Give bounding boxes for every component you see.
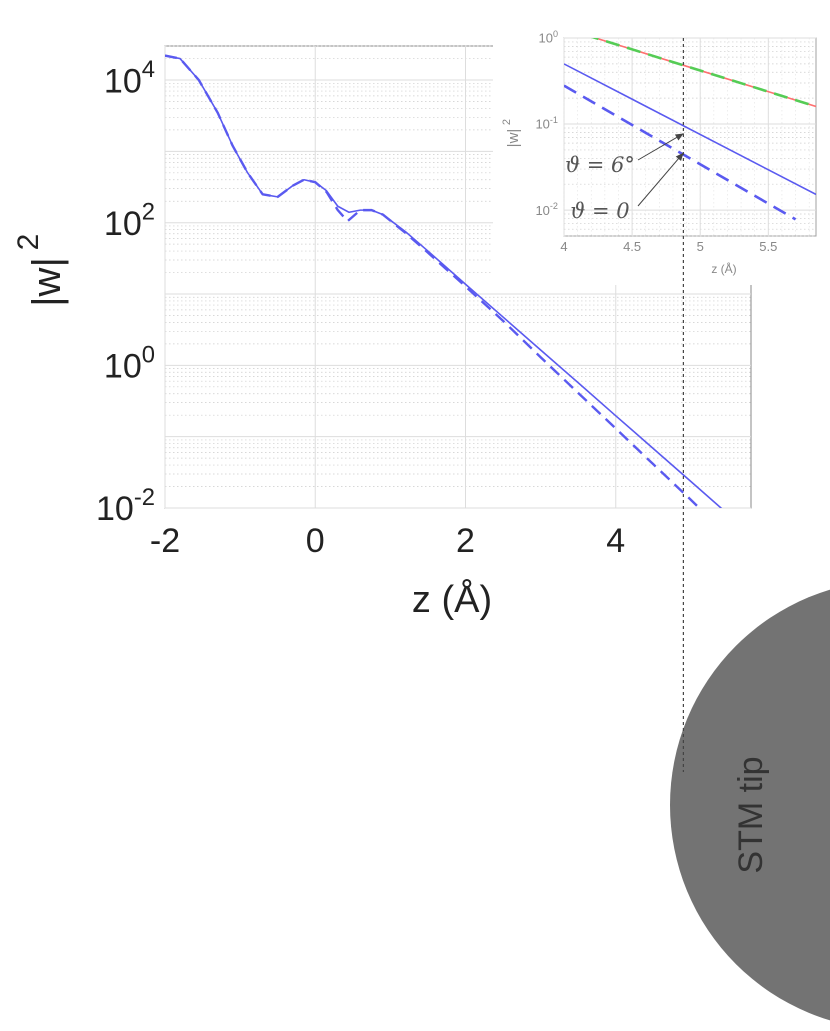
inset-y-axis-label: |w| 2	[501, 119, 522, 147]
x-tick-label: 0	[306, 522, 325, 560]
y-tick-exponent: -2	[134, 484, 155, 511]
y-tick-base: 10	[104, 62, 142, 100]
x-tick-label: 2	[456, 522, 475, 560]
inset-x-axis-label: z (Å)	[711, 261, 736, 276]
series-line-dashed-3	[564, 84, 797, 221]
main-x-ticks: -2 0 2 4	[150, 522, 625, 560]
x-tick-label: 4	[560, 239, 567, 254]
main-y-axis-label: |w| 2	[12, 234, 69, 307]
annotation-label: ϑ = 6°	[565, 153, 635, 177]
y-tick-label: 10-1	[535, 115, 558, 132]
x-tick-label: -2	[150, 522, 180, 560]
svg-text:|w|: |w|	[505, 129, 522, 148]
main-series	[165, 54, 723, 508]
annotation-arrow	[637, 133, 684, 161]
x-tick-label: 5	[697, 239, 704, 254]
stm-tip-label: STM tip	[732, 756, 770, 873]
series-line-solid-2	[564, 63, 816, 196]
y-tick-base: 10	[538, 31, 552, 46]
y-tick-label: 102	[104, 199, 155, 243]
main-y-axis-label-exponent: 2	[12, 234, 45, 251]
inset-series	[564, 38, 816, 221]
y-tick-label: 10-2	[96, 484, 155, 528]
inset-grid	[563, 37, 816, 237]
inset-y-axis-label-exponent: 2	[501, 119, 513, 125]
stm-tip: STM tip	[670, 589, 830, 1021]
y-tick-base: 10	[104, 205, 142, 243]
main-grid	[164, 45, 751, 509]
main-x-axis-label: z (Å)	[412, 577, 492, 621]
y-tick-exponent: 0	[142, 341, 155, 368]
annotation-arrowhead	[674, 133, 684, 141]
inset-x-ticks: 4 4.5 5 5.5	[560, 239, 777, 254]
y-tick-exponent: 4	[142, 56, 155, 83]
y-tick-base: 10	[535, 117, 549, 132]
x-tick-label: 4.5	[623, 239, 641, 254]
main-y-axis-label-base: |w|	[25, 257, 69, 307]
inset-annotations: ϑ = 6° ϑ = 0	[565, 133, 684, 223]
y-tick-label: 10-2	[535, 201, 558, 218]
series-line-dashed-1	[165, 54, 701, 508]
y-tick-label: 100	[538, 29, 558, 46]
x-tick-label: 5.5	[759, 239, 777, 254]
annotation-arrowhead	[675, 152, 684, 162]
y-tick-label: 100	[104, 341, 155, 385]
stm-tip-shape	[670, 589, 830, 1021]
y-tick-exponent: -1	[550, 115, 558, 125]
inset-plot-area	[563, 37, 817, 237]
svg-text:|w|: |w|	[25, 257, 69, 307]
x-tick-label: 4	[606, 522, 625, 560]
inset-y-axis-label-base: |w|	[505, 129, 522, 148]
y-tick-base: 10	[104, 348, 142, 386]
y-tick-exponent: -2	[550, 201, 558, 211]
y-tick-exponent: 2	[142, 199, 155, 226]
y-tick-base: 10	[535, 203, 549, 218]
series-line-solid-0	[592, 38, 816, 108]
y-tick-base: 10	[96, 490, 134, 528]
annotation-arrow	[637, 152, 684, 207]
y-tick-label: 104	[104, 56, 155, 100]
y-tick-exponent: 0	[553, 29, 558, 39]
annotation-label: ϑ = 0	[570, 199, 629, 223]
